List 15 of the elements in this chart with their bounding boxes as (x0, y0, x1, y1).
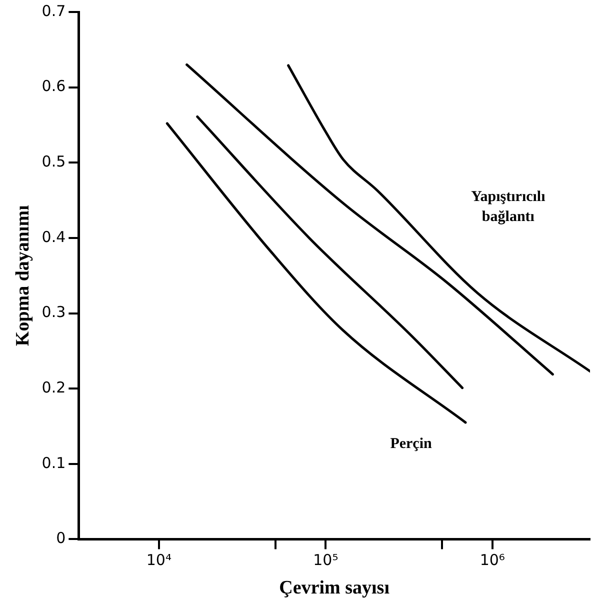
y-tick-label: 0.5 (42, 152, 66, 171)
y-tick-label: 0 (56, 529, 66, 548)
x-tick-label: 10⁴ (146, 551, 172, 570)
x-tick-label: 10⁶ (480, 551, 505, 570)
y-axis-title: Kopma dayanımı (12, 205, 34, 346)
y-tick-label: 0.4 (42, 228, 66, 246)
y-tick-label: 0.2 (42, 378, 66, 396)
x-tick-label: 10⁵ (313, 551, 338, 570)
y-tick-label: 0.7 (42, 2, 66, 20)
annotation: Perçin (390, 436, 433, 452)
y-tick-label: 0.3 (42, 303, 66, 322)
annotation: Yapıştırıcılı bağlantı (471, 188, 546, 225)
x-axis-title: Çevrim sayısı (279, 578, 390, 599)
y-tick-label: 0.1 (42, 454, 66, 472)
y-tick-label: 0.6 (42, 77, 66, 96)
